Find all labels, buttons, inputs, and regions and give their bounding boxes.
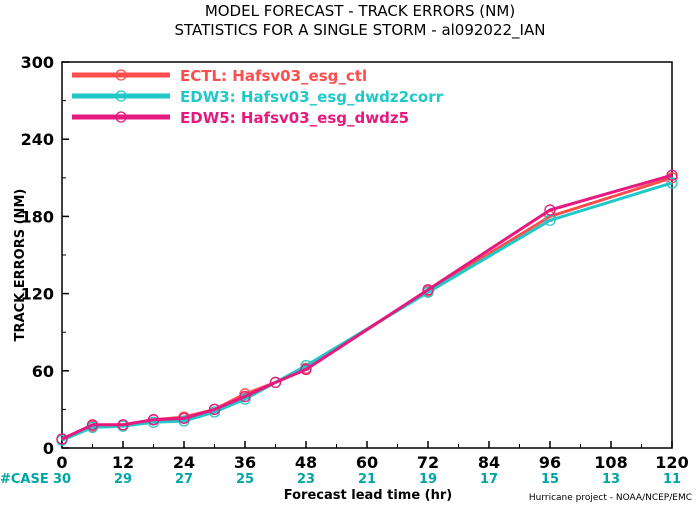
series-point [422, 284, 434, 296]
x-tick-label: 60 [356, 453, 378, 472]
chart-title: MODEL FORECAST - TRACK ERRORS (NM) [205, 2, 515, 20]
y-tick-label: 180 [21, 207, 54, 226]
case-count: 27 [175, 472, 193, 487]
case-label: #CASE [0, 472, 49, 487]
series-line [61, 173, 673, 441]
x-tick-label: 24 [173, 453, 195, 472]
y-tick-label: 60 [32, 362, 54, 381]
y-tick-label: 120 [21, 285, 54, 304]
case-count: 13 [602, 472, 620, 487]
case-count: 25 [236, 472, 254, 487]
case-count: 19 [419, 472, 437, 487]
case-count: 21 [358, 472, 376, 487]
case-count: 23 [297, 472, 315, 487]
case-count: 11 [663, 472, 681, 487]
x-tick-label: 108 [594, 453, 627, 472]
case-count: 17 [480, 472, 498, 487]
series-point [56, 433, 68, 445]
series-point [544, 204, 556, 216]
legend-swatch-marker [115, 69, 127, 81]
series-point [178, 412, 190, 425]
case-count: 15 [541, 472, 559, 487]
x-tick-label: 96 [539, 453, 561, 472]
series-point [269, 376, 282, 389]
chart-subtitle: STATISTICS FOR A SINGLE STORM - al092022… [175, 21, 546, 40]
series-line [61, 176, 673, 441]
credit-text: Hurricane project - NOAA/NCEP/EMC [529, 493, 692, 503]
x-tick-label: 84 [478, 453, 500, 472]
x-tick-label: 12 [112, 453, 134, 472]
x-tick-label: 36 [234, 453, 256, 472]
x-tick-label: 48 [295, 453, 317, 472]
y-tick-label: 300 [21, 53, 54, 72]
legend-swatch-marker [115, 90, 127, 102]
x-axis-label: Forecast lead time (hr) [284, 488, 452, 503]
y-axis-label: TRACK ERRORS (NM) [13, 189, 28, 342]
legend-entry: EDW3: Hafsv03_esg_dwdz2corr [180, 88, 444, 106]
x-tick-label: 120 [655, 453, 688, 472]
series-line [61, 181, 673, 442]
series-point [239, 390, 251, 403]
series-point [86, 419, 99, 431]
case-count: 30 [53, 472, 71, 487]
legend-entry: EDW5: Hafsv03_esg_dwdz5 [180, 109, 409, 127]
x-tick-label: 0 [56, 453, 67, 472]
series-point [666, 169, 678, 181]
legend-entry: ECTL: Hafsv03_esg_ctl [180, 67, 367, 85]
series-point [208, 403, 221, 416]
case-count: 29 [114, 472, 132, 487]
series-point [300, 363, 312, 376]
y-tick-label: 0 [43, 439, 54, 458]
y-tick-label: 240 [21, 130, 54, 149]
series-point [117, 419, 129, 431]
legend-swatch-marker [115, 111, 127, 123]
x-tick-label: 72 [417, 453, 439, 472]
series-point [666, 177, 678, 189]
series-point [147, 414, 160, 426]
